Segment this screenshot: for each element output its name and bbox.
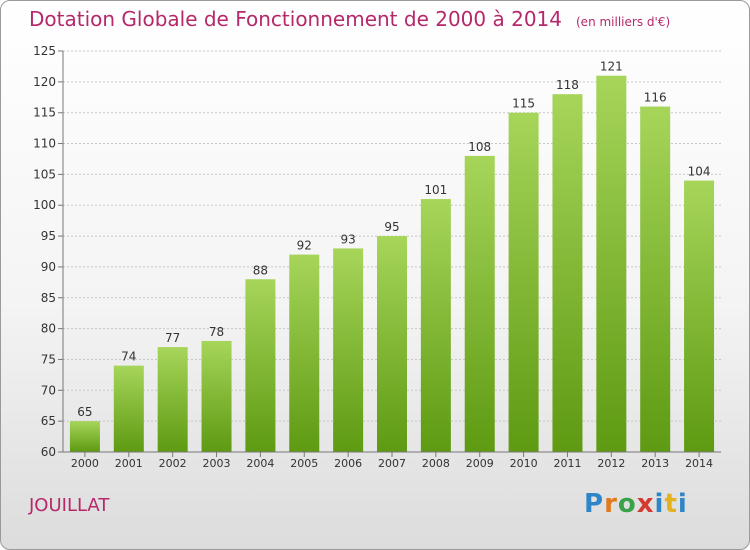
logo-letter: P [584, 489, 605, 519]
data-label: 88 [253, 263, 268, 277]
logo-letter: i [654, 489, 665, 519]
x-tick-label: 2001 [115, 457, 143, 470]
y-tick-label: 105 [33, 167, 56, 181]
bar [289, 254, 320, 452]
x-tick-label: 2007 [378, 457, 406, 470]
data-label: 116 [644, 91, 667, 105]
x-tick-label: 2002 [159, 457, 187, 470]
x-tick-label: 2014 [685, 457, 713, 470]
logo-letter: t [664, 489, 678, 519]
data-label: 92 [297, 239, 312, 253]
axes: 60 65 70 75 80 85 90 95 100 105 110 115 120 125 2000 20… [33, 44, 721, 470]
x-tick-label: 2000 [71, 457, 99, 470]
chart-title: Dotation Globale de Fonctionnement de 20… [29, 7, 670, 31]
bar [245, 279, 276, 452]
bar [640, 106, 671, 453]
data-label: 115 [512, 97, 535, 111]
bar [157, 347, 188, 452]
y-tick-label: 70 [41, 383, 56, 397]
bar [69, 421, 100, 452]
y-tick-label: 90 [41, 260, 56, 274]
title-text: Dotation Globale de Fonctionnement de 20… [29, 7, 562, 31]
y-tick-label: 80 [41, 322, 56, 336]
y-tick-label: 115 [33, 106, 56, 120]
bar [113, 365, 144, 452]
proxiti-logo: Proxiti [584, 489, 688, 519]
y-tick-label: 75 [41, 352, 56, 366]
bar [420, 199, 451, 452]
x-tick-label: 2013 [641, 457, 669, 470]
data-label: 108 [468, 140, 491, 154]
bar [508, 112, 539, 452]
chart-subtitle: (en milliers d'€) [576, 15, 671, 29]
bar [333, 248, 364, 452]
x-tick-label: 2011 [553, 457, 581, 470]
x-tick-label: 2010 [510, 457, 538, 470]
y-tick-label: 65 [41, 414, 56, 428]
bars: 65 74 77 78 88 92 93 95 101 108 115 118 121 116 104 [69, 60, 715, 453]
bar [596, 75, 627, 452]
y-tick-label: 85 [41, 291, 56, 305]
data-label: 78 [209, 325, 224, 339]
x-tick-label: 2004 [246, 457, 274, 470]
data-label: 74 [121, 350, 136, 364]
data-label: 104 [688, 165, 711, 179]
data-label: 95 [384, 220, 399, 234]
y-tick-label: 100 [33, 198, 56, 212]
x-tick-label: 2005 [290, 457, 318, 470]
bar [464, 155, 495, 452]
logo-letter: i [677, 489, 688, 519]
x-tick-label: 2006 [334, 457, 362, 470]
x-tick-label: 2009 [466, 457, 494, 470]
x-tick-label: 2003 [203, 457, 231, 470]
bar [552, 94, 583, 452]
logo-letter: r [604, 489, 618, 519]
data-label: 118 [556, 78, 579, 92]
data-label: 121 [600, 60, 623, 74]
logo-letter: o [617, 489, 637, 519]
y-tick-label: 95 [41, 229, 56, 243]
y-tick-label: 120 [33, 75, 56, 89]
logo-letter: x [636, 489, 655, 519]
x-tick-label: 2012 [597, 457, 625, 470]
bar [684, 180, 715, 453]
y-tick-label: 125 [33, 44, 56, 58]
x-tick-label: 2008 [422, 457, 450, 470]
data-label: 65 [77, 405, 92, 419]
y-tick-label: 110 [33, 137, 56, 151]
y-tick-label: 60 [41, 445, 56, 459]
data-label: 101 [424, 183, 447, 197]
bar [201, 340, 232, 452]
bar [377, 236, 407, 452]
commune-name: JOUILLAT [29, 495, 110, 516]
data-label: 77 [165, 331, 180, 345]
data-label: 93 [340, 232, 355, 246]
